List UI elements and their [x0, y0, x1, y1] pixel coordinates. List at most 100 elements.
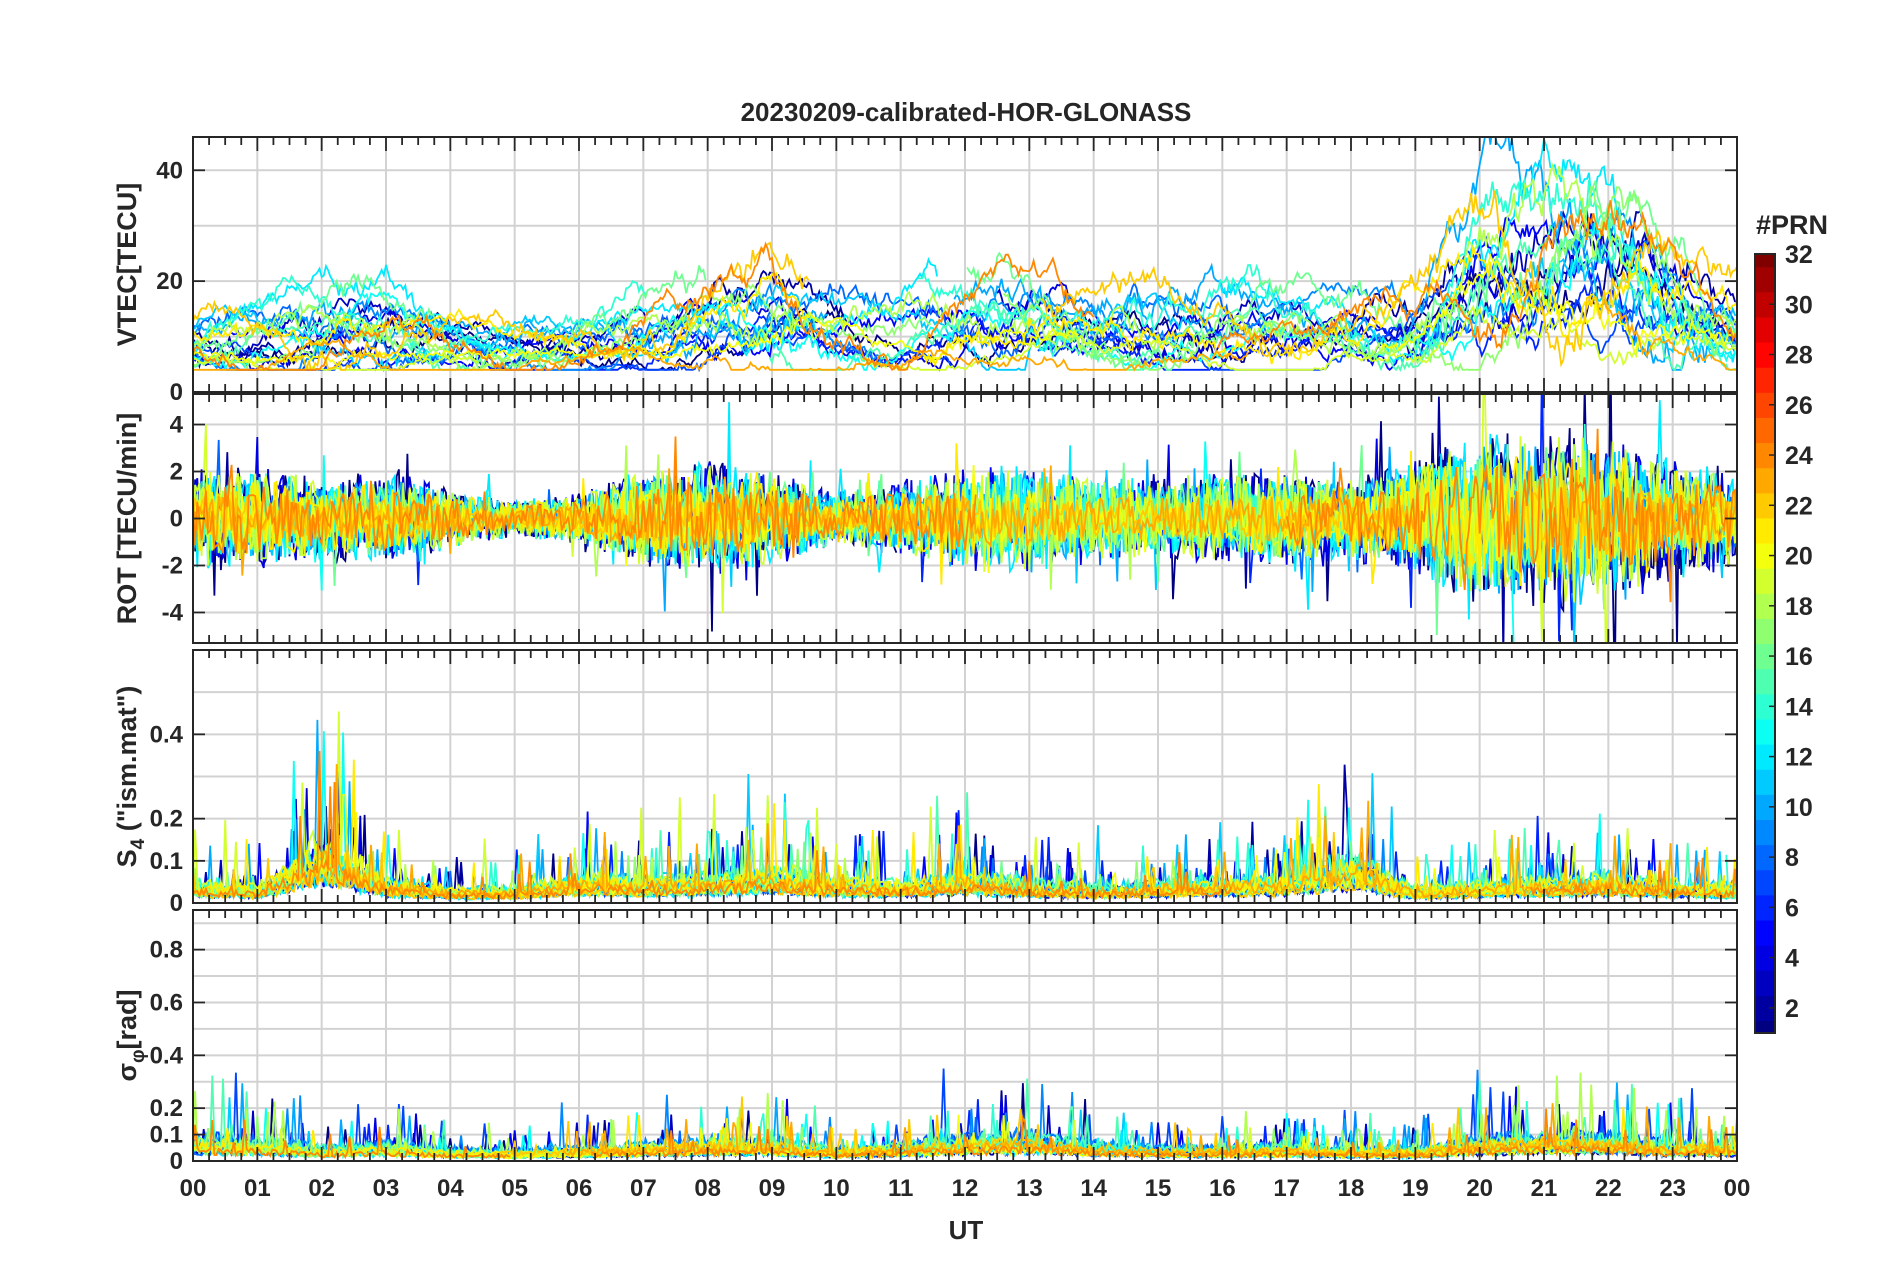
x-tick-labels: 00 01 02 03 04 05 06 07 08 09 10 11 12 13 14 15 16 17 18 19…	[180, 1175, 1751, 1202]
x-tick-label: 09	[759, 1175, 786, 1202]
vtec-x-ticks	[192, 137, 1738, 392]
colorbar-segment	[1755, 392, 1775, 418]
x-tick-label: 16	[1209, 1175, 1236, 1202]
colorbar-tick-label: 10	[1785, 794, 1813, 822]
x-tick-label: 21	[1531, 1175, 1558, 1202]
x-tick-label: 18	[1338, 1175, 1365, 1202]
panel-sigma-phi: 00.10.2 0.4 0.6 0.8σφ[rad]	[112, 909, 1738, 1175]
series-prn-24	[193, 750, 1737, 901]
series-prn-19	[193, 711, 1737, 898]
colorbar-segment	[1755, 643, 1775, 670]
series-prn-24	[193, 428, 1737, 603]
colorbar-segment	[1755, 919, 1775, 946]
y-tick-label: 0.6	[150, 989, 183, 1016]
colorbar-tick-label: 22	[1785, 492, 1813, 520]
colorbar-segment	[1755, 442, 1775, 469]
colorbar-segment	[1755, 467, 1775, 494]
x-tick-label: 12	[952, 1175, 979, 1202]
sigma-phi-y-axis-label: σφ[rad]	[112, 989, 149, 1081]
colorbar-segment	[1755, 744, 1775, 770]
colorbar-tick-label: 32	[1785, 241, 1813, 269]
colorbar-tick-label: 6	[1785, 894, 1799, 922]
colorbar-frame	[1754, 253, 1776, 1034]
colorbar-segment	[1755, 316, 1775, 343]
x-tick-label: 19	[1402, 1175, 1429, 1202]
y-tick-label: 0.1	[150, 1122, 183, 1149]
colorbar-segment	[1755, 517, 1775, 544]
colorbar-segment	[1755, 995, 1775, 1022]
series-prn-24	[193, 1108, 1737, 1161]
x-tick-label: 01	[244, 1175, 271, 1202]
x-tick-label: 23	[1659, 1175, 1686, 1202]
x-tick-label: 05	[501, 1175, 528, 1202]
panel-vtec: 0 20 40 VTEC[TECU]	[112, 136, 1738, 406]
x-tick-label: 17	[1273, 1175, 1300, 1202]
colorbar-segment	[1755, 894, 1775, 921]
y-tick-label: 0	[170, 379, 183, 406]
x-tick-label: 22	[1595, 1175, 1622, 1202]
colorbar-tick-label: 4	[1785, 945, 1799, 973]
x-tick-label: 08	[694, 1175, 721, 1202]
colorbar-segment	[1755, 819, 1775, 846]
sigma-phi-x-ticks	[192, 910, 1738, 1161]
colorbar-segment	[1755, 542, 1775, 569]
y-tick-label: 0.1	[150, 848, 183, 875]
vtec-series	[193, 137, 1737, 373]
x-tick-label: 14	[1080, 1175, 1107, 1202]
rot-series	[193, 394, 1737, 643]
x-tick-label: 07	[630, 1175, 657, 1202]
series-prn-24	[193, 200, 1737, 372]
series-prn-5	[231, 215, 1628, 372]
colorbar-segment	[1755, 794, 1775, 821]
colorbar-segment	[1755, 593, 1775, 619]
colorbar-tick-label: 12	[1785, 744, 1813, 772]
colorbar-segment	[1755, 492, 1775, 519]
colorbar-segment	[1755, 945, 1775, 971]
x-tick-label: 02	[308, 1175, 335, 1202]
x-tick-label: 13	[1016, 1175, 1043, 1202]
y-tick-label: 2	[170, 459, 183, 486]
y-tick-label: 4	[170, 412, 184, 439]
colorbar-segment	[1755, 568, 1775, 594]
colorbar-tick-label: 14	[1785, 693, 1813, 721]
colorbar-segment	[1755, 718, 1775, 745]
panel-s4: 0 0.1 0.2 0.4S4 ("ism.mat")	[112, 649, 1738, 917]
y-tick-label: 0	[170, 890, 183, 917]
y-tick-label: 0	[170, 506, 183, 533]
x-tick-label: 11	[888, 1175, 913, 1202]
colorbar-segment	[1755, 693, 1775, 720]
colorbar-segment	[1755, 341, 1775, 368]
colorbar-tick-label: 18	[1785, 593, 1813, 621]
colorbar-segment	[1755, 254, 1775, 268]
colorbar-tick-label: 30	[1785, 291, 1813, 319]
y-tick-label: 0.8	[150, 937, 183, 964]
colorbar-segment	[1755, 970, 1775, 996]
colorbar-segment	[1755, 291, 1775, 318]
rot-x-ticks	[192, 394, 1738, 643]
colorbar-segment	[1755, 1020, 1775, 1034]
y-tick-label: 20	[156, 268, 183, 295]
y-tick-label: 0.4	[150, 721, 184, 748]
colorbar-tick-label: 28	[1785, 342, 1813, 370]
y-tick-label: 0.2	[150, 1095, 183, 1122]
series-prn-19	[193, 304, 1737, 372]
x-tick-label: 00	[180, 1175, 207, 1202]
colorbar-tick-label: 8	[1785, 844, 1799, 872]
colorbar-tick-label: 20	[1785, 543, 1813, 571]
s4-x-ticks	[192, 650, 1738, 903]
colorbar-tick-label: 24	[1785, 442, 1813, 470]
x-tick-label: 00	[1724, 1175, 1751, 1202]
series-prn-23	[193, 299, 1737, 372]
colorbar-tick-label: 26	[1785, 392, 1813, 420]
colorbar-segment	[1755, 618, 1775, 645]
series-prn-9	[193, 206, 1737, 372]
x-tick-label: 20	[1466, 1175, 1493, 1202]
sigma-phi-series	[193, 1068, 1737, 1161]
colorbar-label: #PRN	[1756, 210, 1828, 240]
colorbar-segment	[1755, 668, 1775, 695]
colorbar-segment	[1755, 869, 1775, 896]
y-tick-label: -4	[162, 599, 184, 626]
